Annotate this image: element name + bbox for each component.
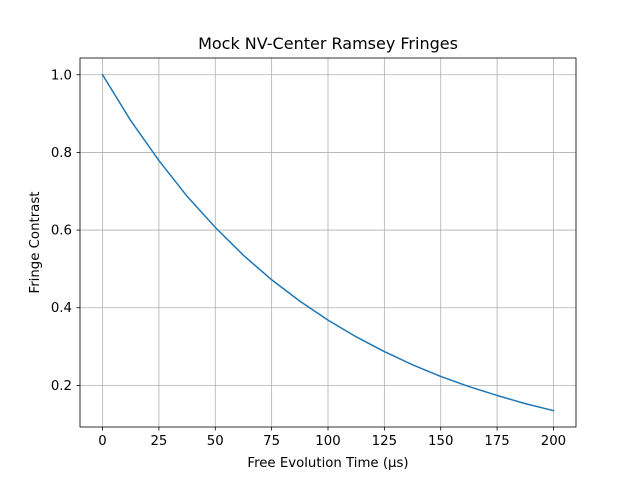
y-tick-label: 1.0: [51, 68, 72, 83]
y-axis-ticks: 0.2 0.4 0.6 0.8 1.0: [51, 68, 80, 394]
x-axis-label: Free Evolution Time (μs): [247, 456, 408, 471]
series-layer: [101, 73, 555, 412]
x-axis-ticks: 0 25 50 75 100 125 150 175 200: [98, 427, 566, 449]
x-tick-label: 75: [263, 434, 280, 449]
series-line-0: [101, 73, 555, 412]
chart-title: Mock NV-Center Ramsey Fringes: [198, 34, 458, 53]
y-axis-label: Fringe Contrast: [28, 192, 43, 294]
x-tick-label: 25: [150, 434, 167, 449]
x-tick-label: 125: [372, 434, 397, 449]
x-tick-label: 50: [207, 434, 224, 449]
x-tick-label: 0: [98, 434, 106, 449]
y-tick-label: 0.4: [51, 301, 72, 316]
plot-area: 0 25 50 75 100 125 150 175 200 0.2 0.4 0.6 0.8 1.0: [51, 57, 577, 449]
x-tick-label: 100: [315, 434, 340, 449]
y-tick-label: 0.6: [51, 224, 72, 239]
grid: [80, 58, 576, 427]
y-tick-label: 0.8: [51, 146, 72, 161]
x-tick-label: 200: [541, 434, 566, 449]
x-tick-label: 150: [428, 434, 453, 449]
y-tick-label: 0.2: [51, 379, 72, 394]
x-tick-label: 175: [484, 434, 509, 449]
